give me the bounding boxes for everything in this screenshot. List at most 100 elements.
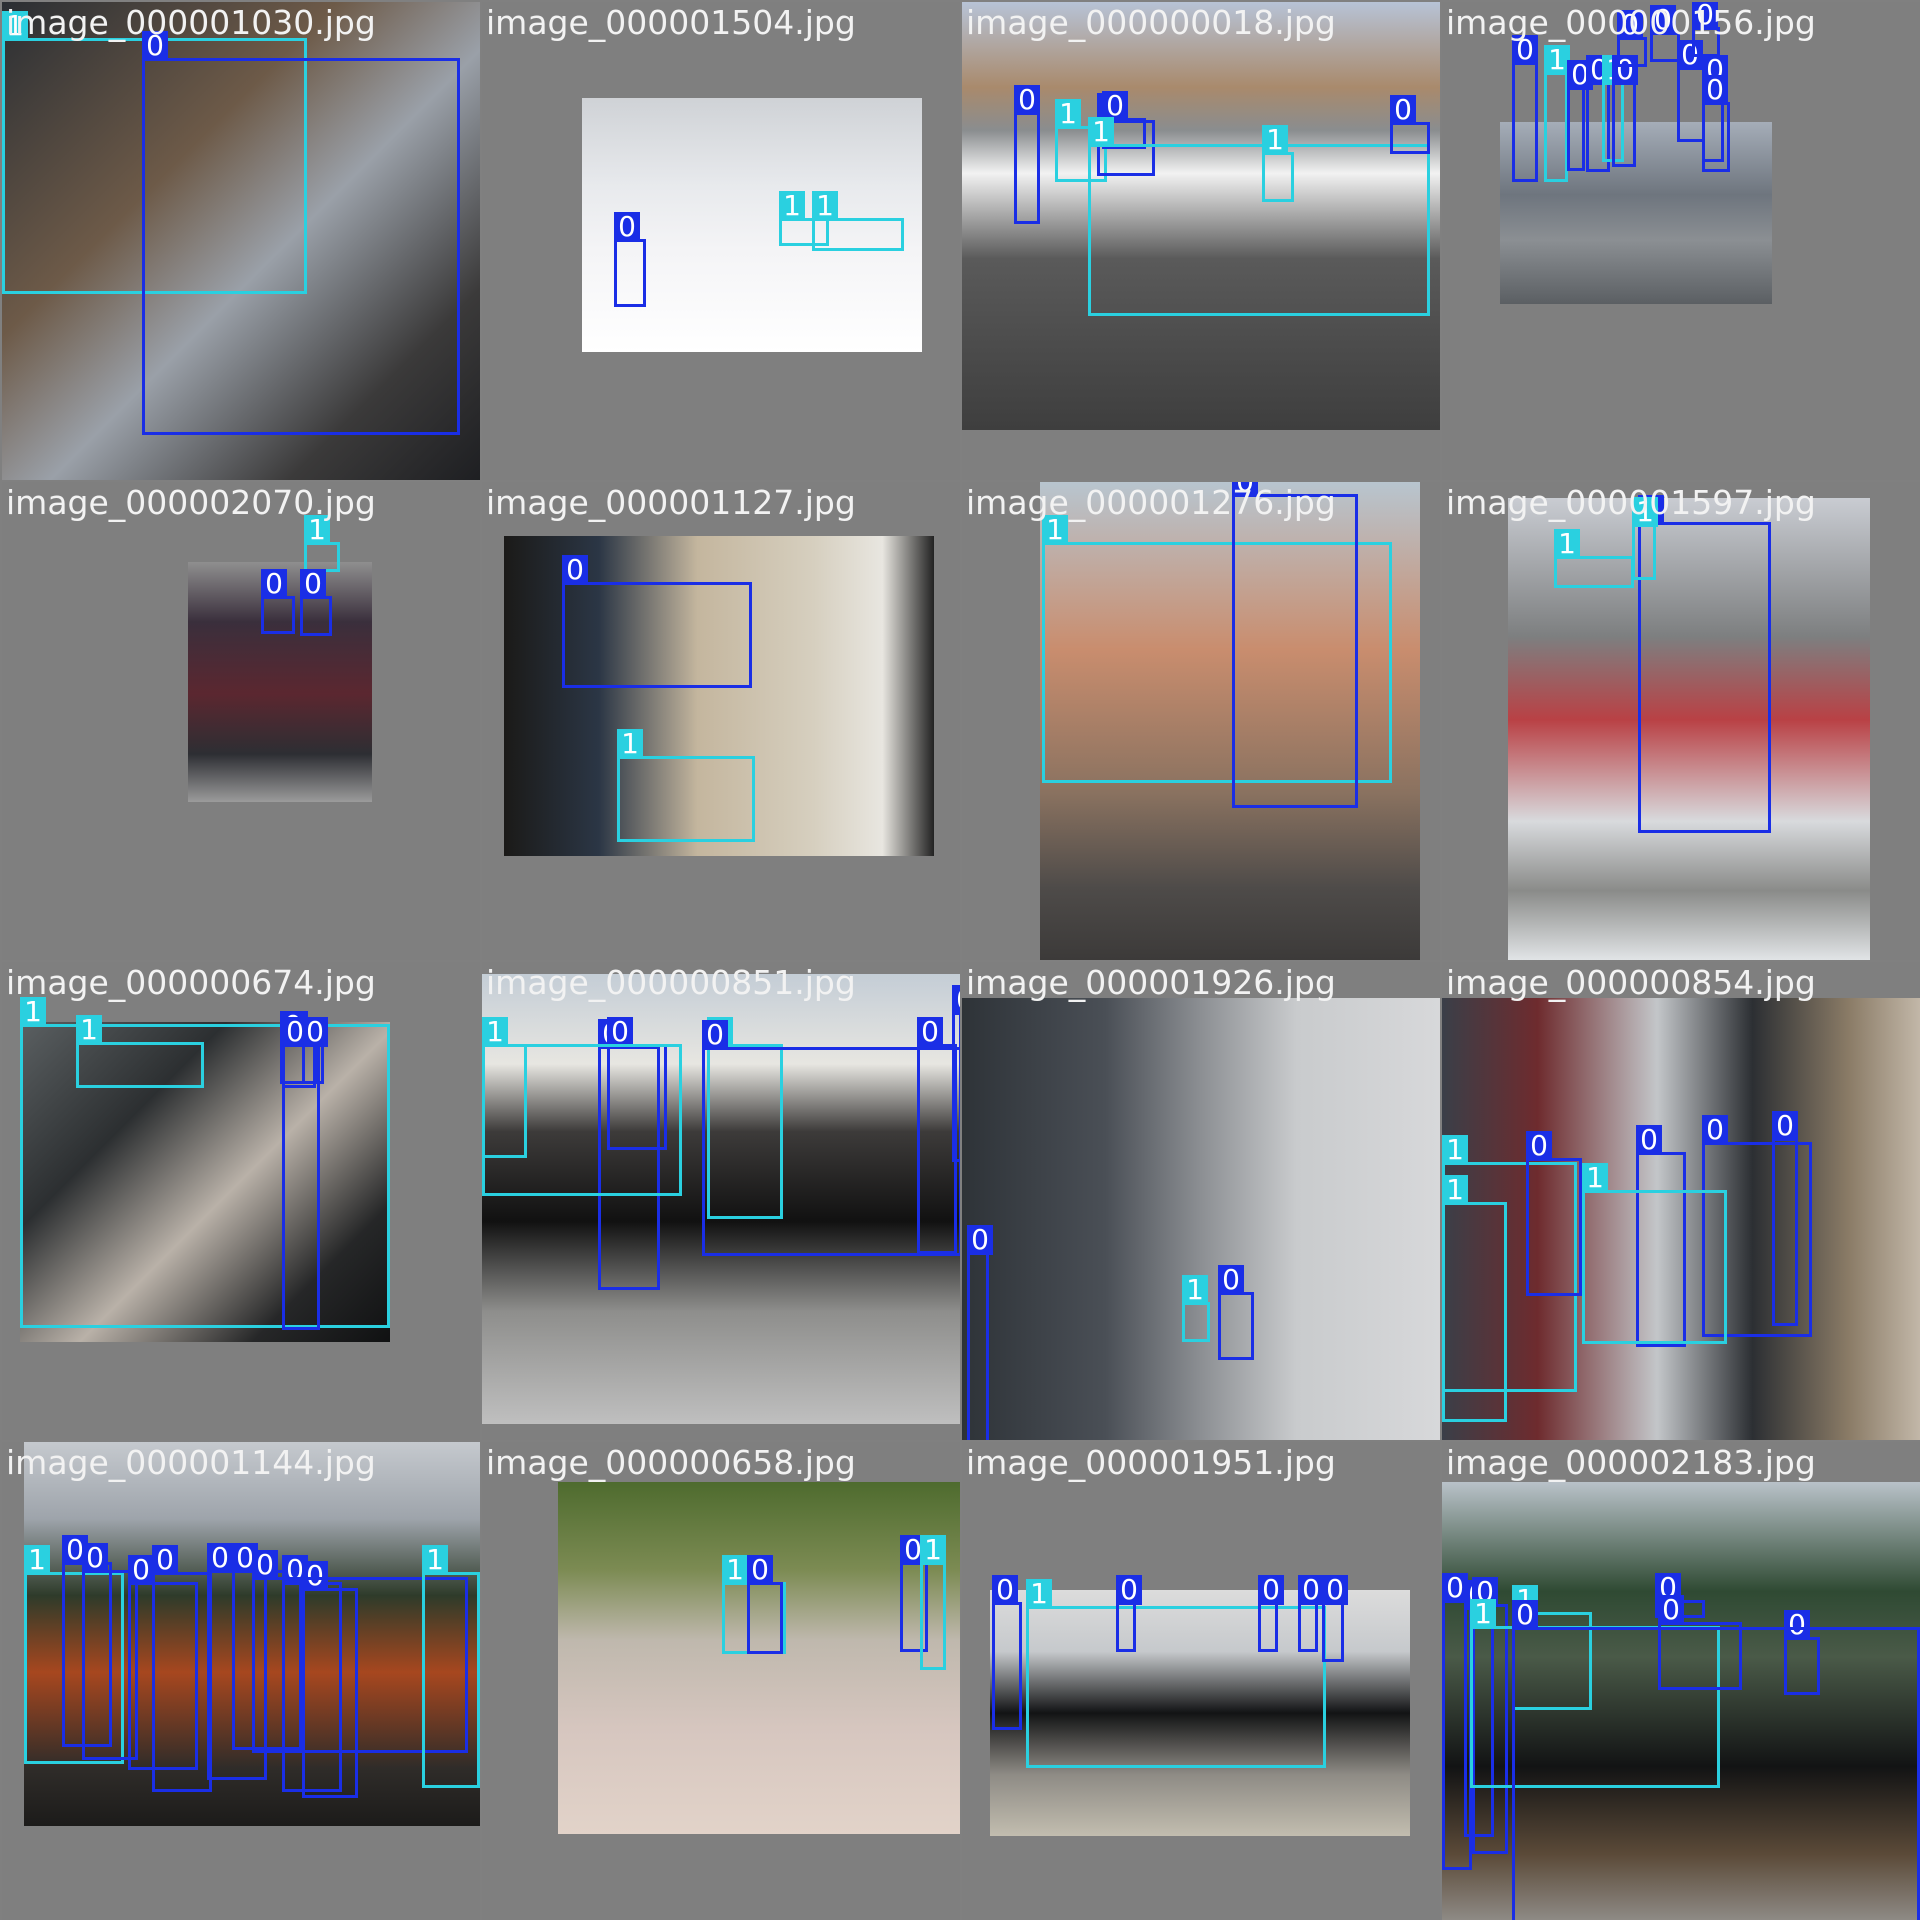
bbox-label: 1: [1042, 515, 1068, 545]
bbox-label: 1: [2, 11, 28, 41]
bbox-class-1: 1: [304, 515, 340, 572]
tile-filename: image_000001144.jpg: [6, 1443, 376, 1482]
bbox-label: 1: [422, 1545, 448, 1575]
bbox-label: 0: [1692, 2, 1718, 30]
bbox-label: 0: [1390, 95, 1416, 125]
bbox-class-0: 0: [1512, 1600, 1920, 1920]
bbox-label: 0: [1442, 1573, 1468, 1603]
bbox-class-0: 0: [300, 569, 332, 636]
bbox-class-1: 1: [1582, 1163, 1727, 1344]
tile-photo: [962, 998, 1440, 1440]
bbox-class-0: 0: [992, 1575, 1022, 1730]
tile-filename: image_000002070.jpg: [6, 483, 376, 522]
tile-filename: image_000001030.jpg: [6, 3, 376, 42]
bbox-label: 1: [920, 1535, 946, 1565]
bbox-class-1: 1: [920, 1535, 946, 1670]
tile-photo: [20, 1022, 390, 1342]
bbox-label: 0: [747, 1555, 773, 1585]
bbox-class-0: 0: [1512, 35, 1538, 182]
bbox-class-0: 0: [1526, 1131, 1582, 1296]
bbox-label: 0: [1636, 1125, 1662, 1155]
bbox-label: 0: [1102, 91, 1128, 121]
bbox-class-0: 0: [1650, 5, 1680, 62]
bbox-label: 1: [482, 1017, 508, 1047]
bbox-label: 0: [282, 1017, 308, 1047]
bbox-label: 0: [1784, 1610, 1810, 1640]
mosaic-tile: image_000002070.jpg 1 0 0: [2, 482, 480, 960]
bbox-label: 1: [617, 729, 643, 759]
bbox-class-1: 1: [779, 191, 829, 246]
bbox-class-0: 0: [1116, 1575, 1142, 1652]
tile-photo: [1442, 1482, 1920, 1920]
bbox-class-0: 0: [152, 1545, 212, 1792]
bbox-label: 1: [1442, 1175, 1468, 1205]
bbox-class-1: 1: [76, 1015, 204, 1088]
bbox-class-0: 0: [1617, 10, 1647, 67]
bbox-class-1: 1: [422, 1545, 480, 1788]
bbox-class-1: 1: [1442, 1175, 1507, 1422]
bbox-class-0: 0: [142, 31, 460, 435]
tile-photo: [188, 562, 372, 802]
tile-photo: [2, 2, 480, 480]
tile-filename: image_000000854.jpg: [1446, 963, 1816, 1002]
bbox-label: 0: [1512, 1600, 1538, 1630]
tile-filename: image_000001926.jpg: [966, 963, 1336, 1002]
bbox-class-0: 0: [917, 1017, 957, 1254]
bbox-class-1: 1: [1632, 497, 1658, 580]
mosaic-tile: image_000000851.jpg10010010: [482, 962, 960, 1440]
bbox-label: 1: [1182, 1275, 1208, 1305]
bbox-label: 0: [917, 1017, 943, 1047]
tile-photo: [990, 1590, 1410, 1836]
bbox-label: 0: [1617, 10, 1643, 40]
tile-photo: [1442, 998, 1920, 1440]
tile-filename: image_000000156.jpg: [1446, 3, 1816, 42]
mosaic-tile: image_000001597.jpg101: [1442, 482, 1920, 960]
bbox-class-0: 0: [1677, 40, 1705, 142]
bbox-label: 0: [62, 1535, 88, 1565]
bbox-class-1: 1: [1554, 529, 1634, 588]
bbox-label: 1: [812, 191, 838, 221]
mosaic-tile: image_000001030.jpg 1 0: [2, 2, 480, 480]
bbox-class-0: 0: [252, 1550, 468, 1753]
bbox-label: 1: [1544, 45, 1570, 75]
bbox-class-0: 0: [1702, 1115, 1812, 1337]
bbox-label: 1: [1554, 529, 1580, 559]
bbox-class-0: 0: [1612, 55, 1638, 167]
mosaic-tile: image_000001504.jpg 0 1 1: [482, 2, 960, 480]
bbox-class-1: 1: [1055, 99, 1107, 182]
bbox-label: 1: [1262, 125, 1288, 155]
bbox-class-0: 0: [1784, 1610, 1820, 1695]
bbox-label: 1: [304, 515, 330, 545]
bbox-label: 0: [261, 569, 287, 599]
bbox-label: 1: [1632, 497, 1658, 527]
mosaic-tile: image_000001127.jpg 0 1: [482, 482, 960, 960]
tile-filename: image_000000851.jpg: [486, 963, 856, 1002]
bbox-label: 1: [1470, 1599, 1496, 1629]
bbox-label: 1: [1582, 1163, 1608, 1193]
bbox-label: 0: [607, 1017, 633, 1047]
bbox-label: 0: [252, 1550, 278, 1580]
bbox-class-0: 0: [702, 1020, 960, 1256]
bbox-label: 0: [562, 555, 588, 585]
bbox-class-0: 0: [1636, 1125, 1686, 1347]
bbox-class-0: 0: [1258, 1575, 1284, 1652]
bbox-label: 1: [1088, 117, 1114, 147]
bbox-label: 1: [20, 997, 46, 1027]
bbox-class-1: 1: [1544, 45, 1570, 182]
bbox-label: 0: [82, 1543, 108, 1573]
bbox-class-1: 1: [24, 1545, 124, 1764]
bbox-label: 0: [1772, 1111, 1798, 1141]
bbox-class-0: 0: [261, 569, 295, 634]
bbox-label: 0: [1298, 1575, 1324, 1605]
bbox-label: 1: [779, 191, 805, 221]
bbox-label: 1: [722, 1555, 748, 1585]
bbox-label: 0: [152, 1545, 178, 1575]
bbox-label: 0: [1232, 482, 1258, 497]
bbox-label: 0: [702, 1020, 728, 1050]
bbox-label: 0: [142, 31, 168, 61]
bbox-class-1: 1: [812, 191, 904, 251]
tile-photo: [1508, 498, 1870, 960]
bbox-class-1: 1: [20, 997, 390, 1328]
bbox-class-0: 0: [1232, 482, 1358, 808]
